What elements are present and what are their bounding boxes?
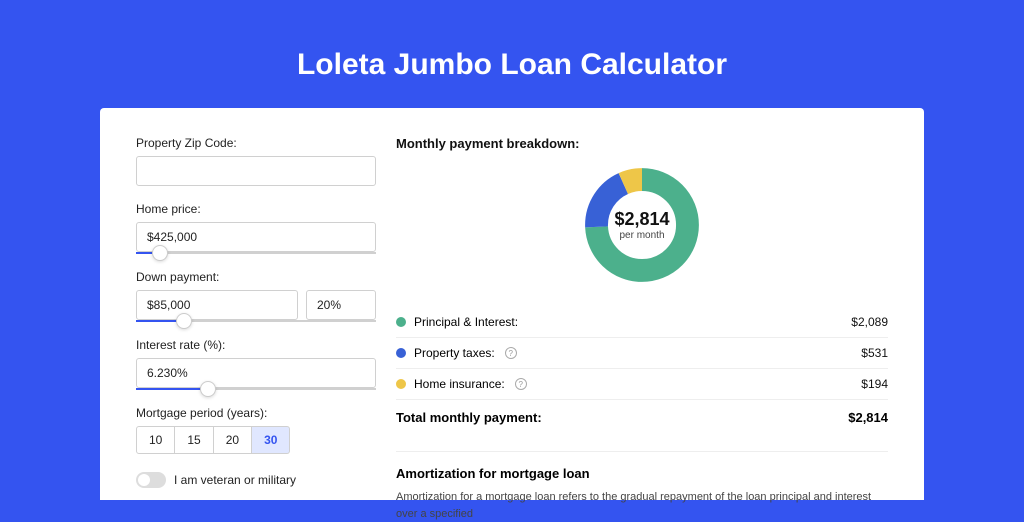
breakdown-value: $2,089 <box>851 315 888 329</box>
home-price-input[interactable] <box>136 222 376 252</box>
field-mortgage-period: Mortgage period (years): 10152030 <box>136 406 376 454</box>
down-payment-percent-input[interactable] <box>306 290 376 320</box>
slider-thumb[interactable] <box>200 381 216 397</box>
donut-center: $2,814 per month <box>582 165 702 285</box>
period-option-20[interactable]: 20 <box>214 426 252 454</box>
mortgage-period-label: Mortgage period (years): <box>136 406 376 420</box>
donut-value: $2,814 <box>614 209 669 230</box>
page-title: Loleta Jumbo Loan Calculator <box>0 0 1024 108</box>
home-price-slider[interactable] <box>136 252 376 254</box>
donut-chart: $2,814 per month <box>582 165 702 285</box>
total-row: Total monthly payment: $2,814 <box>396 399 888 435</box>
amortization-section: Amortization for mortgage loan Amortizat… <box>396 451 888 522</box>
interest-rate-label: Interest rate (%): <box>136 338 376 352</box>
field-interest-rate: Interest rate (%): <box>136 338 376 390</box>
interest-rate-slider[interactable] <box>136 388 376 390</box>
down-payment-label: Down payment: <box>136 270 376 284</box>
info-icon[interactable]: ? <box>505 347 517 359</box>
home-price-label: Home price: <box>136 202 376 216</box>
period-option-30[interactable]: 30 <box>252 426 290 454</box>
down-payment-row <box>136 290 376 320</box>
calculator-card: Property Zip Code: Home price: Down paym… <box>100 108 924 500</box>
total-value: $2,814 <box>848 410 888 425</box>
breakdown-label: Principal & Interest: <box>414 315 518 329</box>
period-options: 10152030 <box>136 426 376 454</box>
breakdown-value: $194 <box>861 377 888 391</box>
legend-dot <box>396 379 406 389</box>
veteran-toggle-row: I am veteran or military <box>136 472 376 488</box>
breakdown-left: Principal & Interest: <box>396 315 518 329</box>
veteran-label: I am veteran or military <box>174 473 296 487</box>
period-option-15[interactable]: 15 <box>175 426 213 454</box>
info-icon[interactable]: ? <box>515 378 527 390</box>
input-panel: Property Zip Code: Home price: Down paym… <box>136 136 376 472</box>
slider-fill <box>136 388 208 390</box>
zip-input[interactable] <box>136 156 376 186</box>
breakdown-row: Principal & Interest: $2,089 <box>396 307 888 337</box>
down-payment-amount-input[interactable] <box>136 290 298 320</box>
field-down-payment: Down payment: <box>136 270 376 322</box>
results-panel: Monthly payment breakdown: $2,814 per mo… <box>396 136 888 472</box>
legend-dot <box>396 348 406 358</box>
breakdown-row: Property taxes:? $531 <box>396 337 888 368</box>
veteran-toggle[interactable] <box>136 472 166 488</box>
breakdown-label: Home insurance: <box>414 377 505 391</box>
amortization-title: Amortization for mortgage loan <box>396 466 888 481</box>
slider-thumb[interactable] <box>152 245 168 261</box>
breakdown-value: $531 <box>861 346 888 360</box>
field-home-price: Home price: <box>136 202 376 254</box>
period-option-10[interactable]: 10 <box>136 426 175 454</box>
field-zip: Property Zip Code: <box>136 136 376 186</box>
toggle-knob <box>138 474 150 486</box>
donut-sub: per month <box>619 230 664 241</box>
zip-label: Property Zip Code: <box>136 136 376 150</box>
legend-dot <box>396 317 406 327</box>
interest-rate-input[interactable] <box>136 358 376 388</box>
down-payment-slider[interactable] <box>136 320 376 322</box>
donut-chart-wrap: $2,814 per month <box>396 165 888 285</box>
total-label: Total monthly payment: <box>396 410 542 425</box>
slider-thumb[interactable] <box>176 313 192 329</box>
breakdown-label: Property taxes: <box>414 346 495 360</box>
amortization-text: Amortization for a mortgage loan refers … <box>396 489 888 522</box>
breakdown-rows: Principal & Interest: $2,089 Property taxe… <box>396 307 888 399</box>
breakdown-left: Home insurance:? <box>396 377 527 391</box>
breakdown-row: Home insurance:? $194 <box>396 368 888 399</box>
breakdown-left: Property taxes:? <box>396 346 517 360</box>
breakdown-title: Monthly payment breakdown: <box>396 136 888 151</box>
